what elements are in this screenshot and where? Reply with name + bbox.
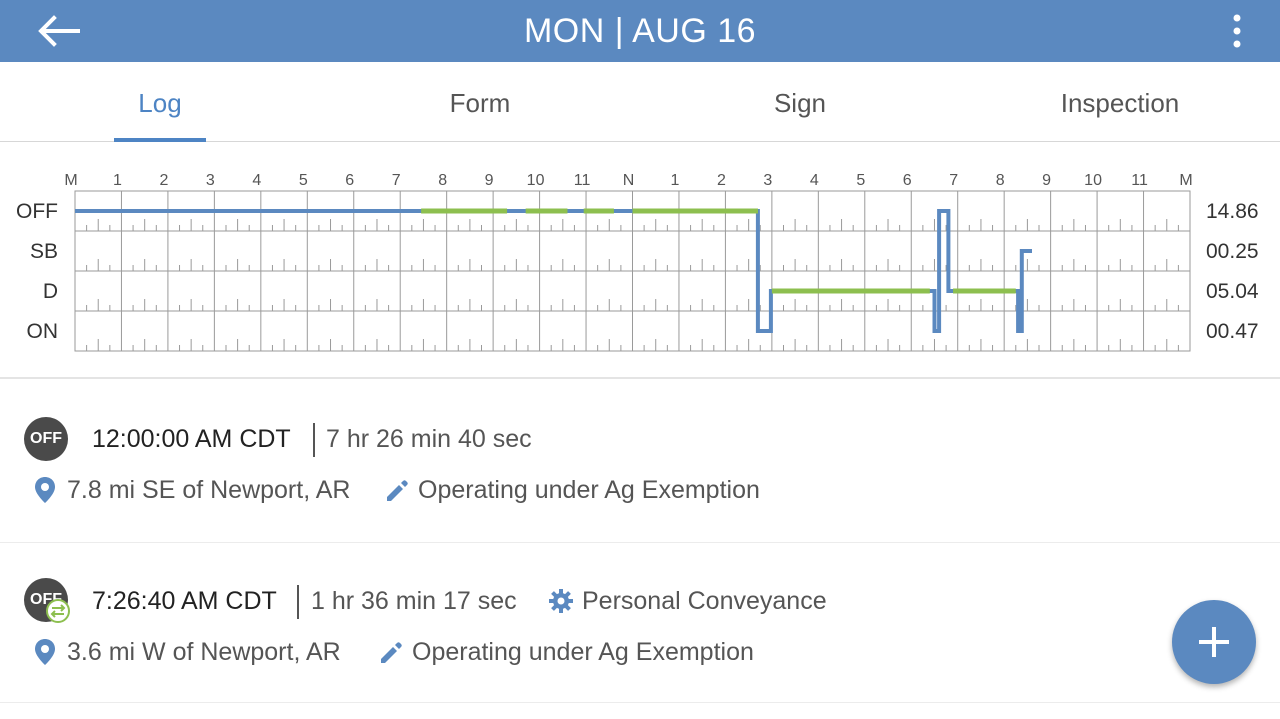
back-button[interactable] bbox=[34, 12, 84, 50]
entry-location: 3.6 mi W of Newport, AR bbox=[67, 638, 341, 666]
entry-annotation: Operating under Ag Exemption bbox=[412, 638, 754, 666]
page-title: MON | AUG 16 bbox=[523, 12, 757, 50]
pencil-icon bbox=[381, 642, 402, 663]
hour-label: 1 bbox=[671, 172, 680, 189]
hour-label: 4 bbox=[810, 172, 819, 189]
status-row-label: ON bbox=[27, 320, 59, 343]
add-event-button[interactable] bbox=[1172, 600, 1256, 684]
plus-icon bbox=[1199, 627, 1229, 657]
tab-log[interactable]: Log bbox=[138, 88, 182, 118]
hour-label: 10 bbox=[1084, 172, 1102, 189]
active-tab-indicator bbox=[114, 138, 206, 142]
hour-label: 8 bbox=[438, 172, 447, 189]
hour-label: 5 bbox=[299, 172, 308, 189]
log-grid-svg: M 1 2 3 4 5 6 7 8 9 10 11 N 1 2 3 4 5 6 7 8 9 10 11 M OFF 14.86 SB 0… bbox=[16, 172, 1259, 352]
entry-annotation: Operating under Ag Exemption bbox=[418, 476, 760, 504]
tab-form[interactable]: Form bbox=[449, 88, 511, 118]
tab-inspection[interactable]: Inspection bbox=[1060, 88, 1180, 118]
duty-status-line bbox=[75, 209, 1032, 333]
entry-duration: 7 hr 26 min 40 sec bbox=[326, 425, 532, 453]
status-badge: OFF bbox=[24, 417, 68, 461]
status-row-total: 00.47 bbox=[1206, 320, 1259, 343]
entry-location: 7.8 mi SE of Newport, AR bbox=[67, 476, 351, 504]
status-row-label: D bbox=[43, 280, 58, 303]
entry-status-detail: Personal Conveyance bbox=[582, 587, 827, 615]
duty-status-log-grid[interactable]: M 1 2 3 4 5 6 7 8 9 10 11 N 1 2 3 4 5 6 7 8 9 10 11 M OFF 14.86 SB 0… bbox=[0, 143, 1280, 379]
hour-label: 3 bbox=[206, 172, 215, 189]
hour-label: 7 bbox=[392, 172, 401, 189]
log-entry[interactable]: OFF 7:26:40 AM CDT 1 hr 36 min 17 sec Pe… bbox=[0, 543, 1280, 703]
location-pin-icon bbox=[35, 639, 55, 665]
divider bbox=[297, 585, 299, 619]
hour-label: 4 bbox=[252, 172, 261, 189]
gear-icon bbox=[549, 589, 573, 613]
status-row-label: OFF bbox=[16, 200, 58, 223]
tab-bar: Log Form Sign Inspection bbox=[0, 62, 1280, 142]
entry-start-time: 7:26:40 AM CDT bbox=[92, 587, 277, 615]
more-vert-icon bbox=[1233, 14, 1241, 48]
hour-label: M bbox=[1179, 172, 1192, 189]
hour-label: M bbox=[64, 172, 77, 189]
log-entry[interactable]: OFF 12:00:00 AM CDT 7 hr 26 min 40 sec 7… bbox=[0, 381, 1280, 543]
more-options-button[interactable] bbox=[1222, 10, 1252, 52]
personal-conveyance-icon bbox=[46, 599, 70, 623]
hour-label: 3 bbox=[763, 172, 772, 189]
entry-duration: 1 hr 36 min 17 sec bbox=[311, 587, 517, 615]
status-row-total: 05.04 bbox=[1206, 280, 1259, 303]
status-row-total: 00.25 bbox=[1206, 240, 1259, 263]
pencil-icon bbox=[387, 480, 408, 501]
divider bbox=[313, 423, 315, 457]
hour-label: 1 bbox=[113, 172, 122, 189]
hour-label: 9 bbox=[485, 172, 494, 189]
entry-start-time: 12:00:00 AM CDT bbox=[92, 425, 291, 453]
hour-label: 9 bbox=[1042, 172, 1051, 189]
hour-label: 6 bbox=[345, 172, 354, 189]
hour-label: 6 bbox=[903, 172, 912, 189]
app-bar: MON | AUG 16 bbox=[0, 0, 1280, 62]
hour-label: N bbox=[623, 172, 635, 189]
hour-label: 11 bbox=[1131, 172, 1148, 189]
hour-label: 8 bbox=[996, 172, 1005, 189]
status-row-total: 14.86 bbox=[1206, 200, 1259, 223]
arrow-left-icon bbox=[38, 15, 80, 47]
location-pin-icon bbox=[35, 477, 55, 503]
hour-label: 5 bbox=[856, 172, 865, 189]
hour-label: 10 bbox=[527, 172, 545, 189]
status-row-label: SB bbox=[30, 240, 58, 263]
hour-label: 2 bbox=[159, 172, 168, 189]
hour-label: 2 bbox=[717, 172, 726, 189]
hour-label: 11 bbox=[574, 172, 591, 189]
tab-sign[interactable]: Sign bbox=[773, 88, 827, 118]
hour-label: 7 bbox=[949, 172, 958, 189]
